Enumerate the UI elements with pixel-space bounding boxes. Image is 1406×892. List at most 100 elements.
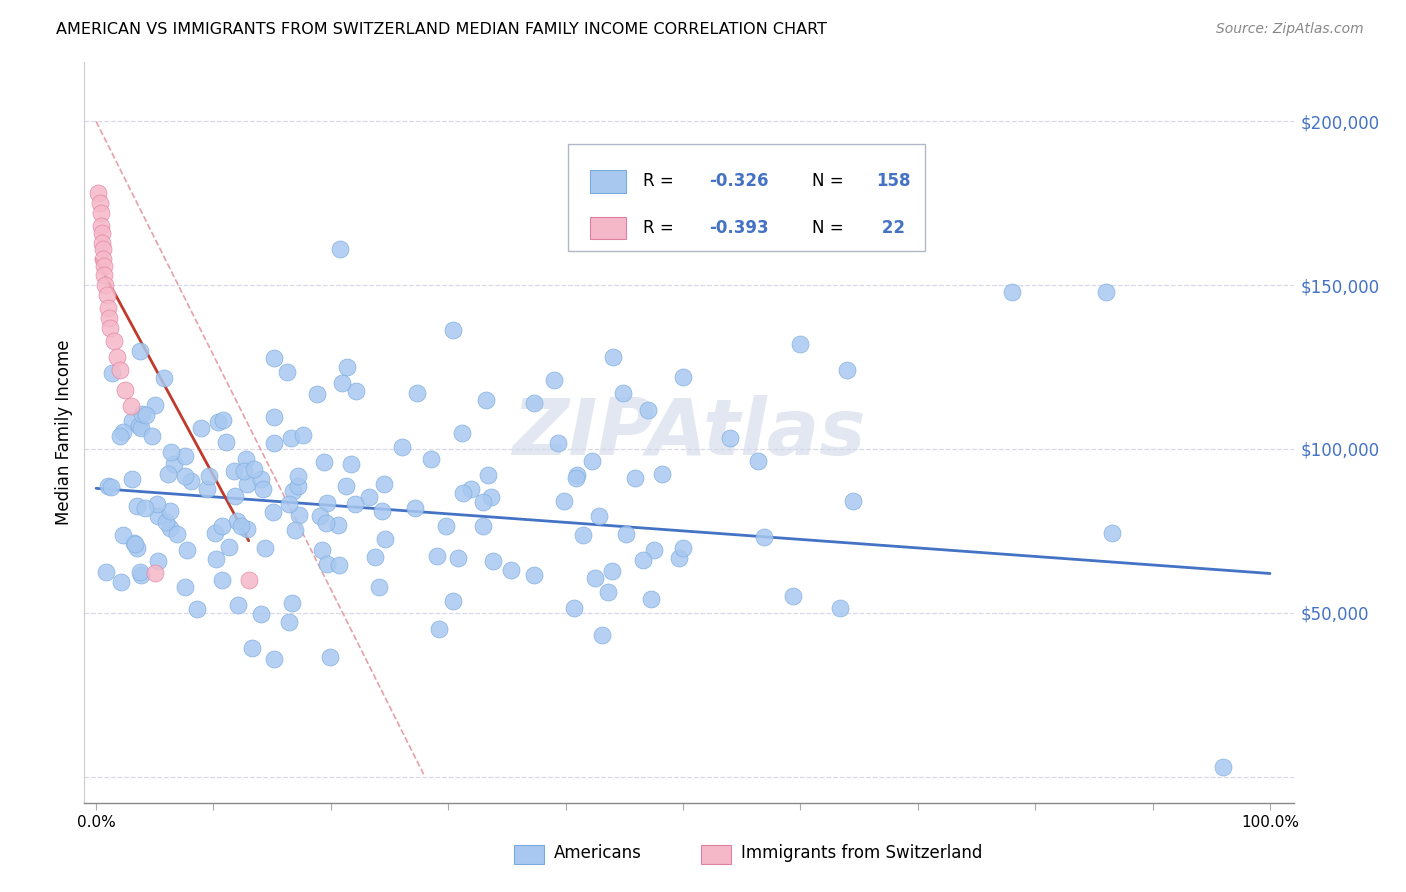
Point: [329, 242, 352, 256]
Point: [591, 628, 613, 642]
Point: [373, 476, 395, 491]
Point: [292, 427, 315, 442]
Point: [97, 301, 120, 315]
Point: [218, 540, 240, 554]
Point: [240, 640, 263, 655]
Point: [339, 458, 361, 472]
Point: [284, 523, 307, 537]
Text: N =: N =: [813, 172, 849, 191]
Point: [343, 497, 366, 511]
Point: [146, 554, 169, 568]
Point: [121, 414, 143, 428]
Point: [96, 288, 118, 302]
Point: [581, 454, 603, 468]
Point: [225, 514, 247, 528]
Point: [98, 310, 121, 325]
Point: [120, 400, 142, 414]
Point: [105, 351, 128, 365]
Point: [262, 505, 284, 519]
Point: [157, 467, 180, 481]
Point: [475, 393, 498, 408]
Point: [110, 429, 132, 443]
Point: [668, 551, 690, 566]
Point: [501, 563, 523, 577]
Point: [263, 409, 285, 424]
Point: [114, 383, 136, 397]
Point: [332, 376, 354, 390]
Point: [131, 407, 153, 421]
Point: [173, 450, 195, 464]
Point: [614, 526, 637, 541]
Point: [205, 551, 228, 566]
Point: [371, 504, 394, 518]
Point: [129, 344, 152, 359]
Point: [1212, 760, 1234, 774]
Point: [129, 568, 152, 582]
Point: [288, 508, 311, 522]
Bar: [513, 845, 544, 863]
Point: [103, 334, 125, 348]
Point: [472, 495, 495, 509]
Point: [143, 566, 166, 581]
Point: [129, 420, 152, 434]
Point: [122, 536, 145, 550]
Point: [828, 600, 851, 615]
Point: [153, 371, 176, 385]
Point: [602, 351, 624, 365]
Point: [211, 573, 233, 587]
Point: [406, 386, 429, 401]
Text: N =: N =: [813, 219, 849, 236]
Point: [94, 278, 117, 293]
Point: [110, 574, 132, 589]
Point: [1001, 285, 1024, 299]
Point: [211, 519, 233, 533]
Point: [211, 413, 233, 427]
Point: [125, 500, 148, 514]
Point: [596, 584, 619, 599]
Point: [404, 501, 426, 516]
Point: [328, 558, 350, 573]
Point: [173, 468, 195, 483]
Point: [335, 479, 357, 493]
Point: [195, 483, 218, 497]
Point: [236, 522, 259, 536]
Point: [316, 496, 339, 510]
Text: Immigrants from Switzerland: Immigrants from Switzerland: [741, 844, 983, 863]
Point: [427, 622, 450, 636]
Point: [176, 542, 198, 557]
Point: [207, 415, 229, 429]
Point: [180, 475, 202, 489]
Point: [450, 425, 472, 440]
Point: [277, 497, 299, 511]
Point: [91, 226, 114, 240]
Point: [451, 486, 474, 500]
Point: [1094, 285, 1116, 299]
Point: [547, 436, 569, 450]
Point: [672, 370, 695, 384]
Point: [374, 532, 396, 546]
Text: ZIPAtlas: ZIPAtlas: [512, 394, 866, 471]
Point: [111, 528, 134, 542]
Point: [128, 418, 150, 433]
Text: -0.326: -0.326: [710, 172, 769, 191]
Point: [134, 501, 156, 516]
Point: [87, 186, 110, 201]
Point: [523, 395, 546, 409]
Point: [316, 558, 339, 572]
Point: [91, 235, 114, 250]
Point: [612, 386, 634, 401]
Point: [471, 518, 494, 533]
Point: [236, 476, 259, 491]
Point: [602, 564, 624, 578]
Point: [231, 519, 253, 533]
Point: [344, 384, 367, 399]
Text: R =: R =: [643, 172, 679, 191]
Y-axis label: Median Family Income: Median Family Income: [55, 340, 73, 525]
Point: [93, 268, 115, 283]
Point: [215, 435, 238, 450]
Point: [281, 596, 304, 610]
FancyBboxPatch shape: [568, 144, 925, 252]
Point: [747, 454, 769, 468]
Bar: [589, 170, 626, 193]
Point: [543, 373, 565, 387]
